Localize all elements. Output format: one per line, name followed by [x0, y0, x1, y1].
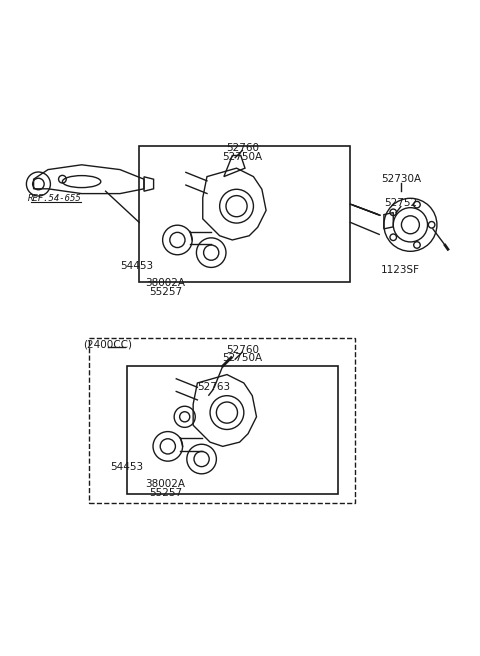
- Text: 54453: 54453: [120, 260, 154, 270]
- Text: 38002A: 38002A: [145, 479, 186, 489]
- Text: 55257: 55257: [149, 287, 182, 297]
- Text: 52760: 52760: [226, 143, 259, 153]
- Text: 38002A: 38002A: [145, 278, 186, 289]
- Text: (2400CC): (2400CC): [84, 340, 132, 350]
- Text: 52760: 52760: [226, 344, 259, 355]
- Text: 52750A: 52750A: [222, 152, 263, 161]
- Text: 54453: 54453: [110, 462, 144, 472]
- Text: 1123SF: 1123SF: [381, 266, 420, 276]
- Text: 52730A: 52730A: [381, 174, 421, 184]
- Text: 55257: 55257: [149, 487, 182, 498]
- Text: REF.54-655: REF.54-655: [28, 194, 82, 203]
- Text: 52752: 52752: [384, 198, 418, 208]
- Text: 52750A: 52750A: [222, 353, 263, 363]
- Text: 52763: 52763: [197, 382, 230, 392]
